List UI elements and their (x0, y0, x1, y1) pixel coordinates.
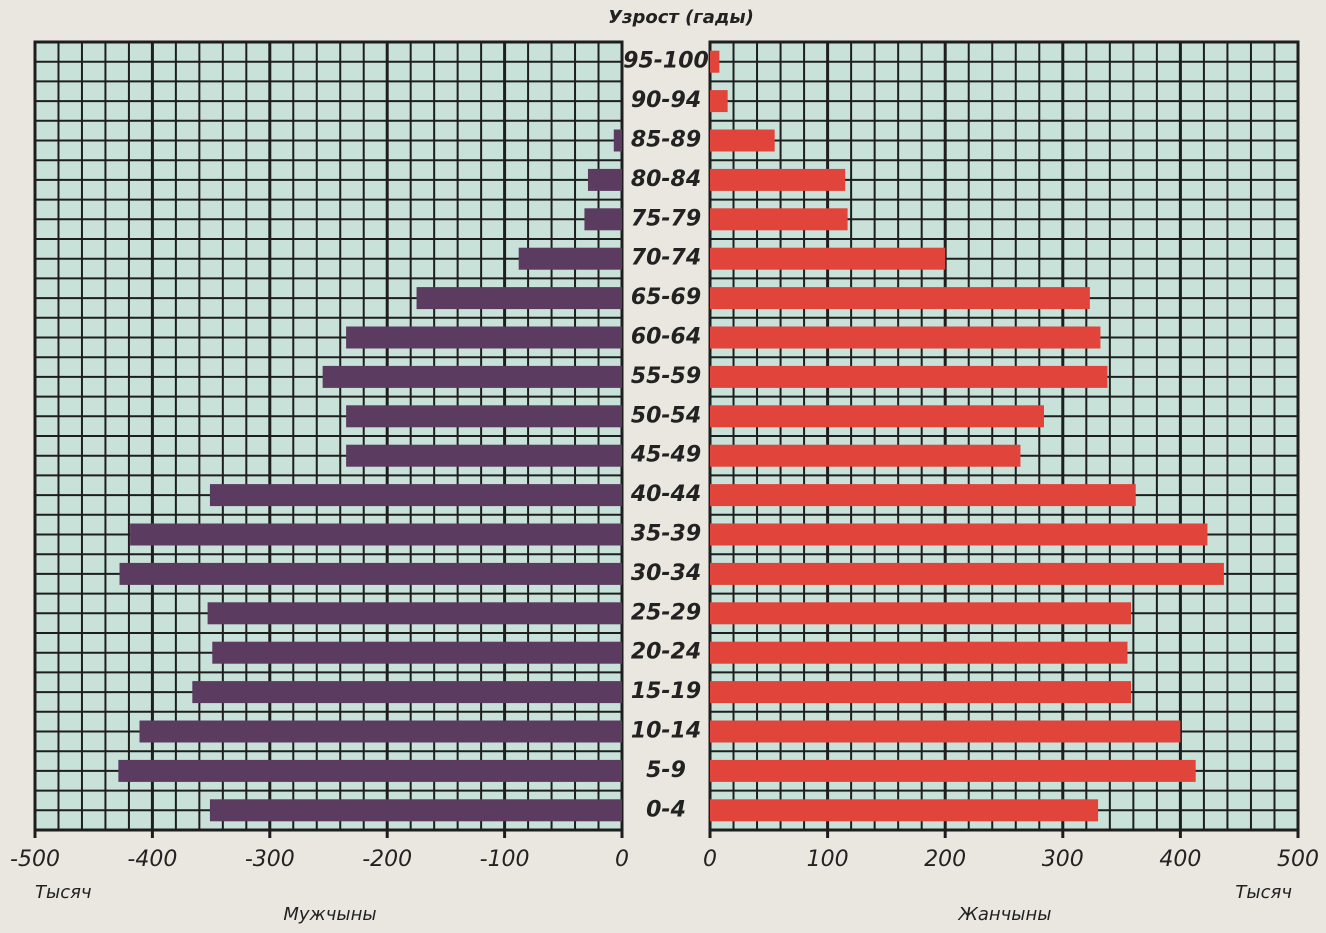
bar (710, 208, 848, 231)
bar (710, 326, 1101, 349)
bar (346, 405, 622, 428)
x-axis-title: Жанчыны (957, 904, 1051, 925)
category-label: 40-44 (630, 482, 701, 507)
bar (710, 287, 1090, 310)
plot-border (708, 40, 1300, 832)
bar (710, 562, 1224, 585)
category-label: 45-49 (630, 443, 701, 468)
bar (584, 208, 622, 231)
bar (209, 484, 622, 507)
category-label: 25-29 (631, 600, 701, 625)
category-label: 55-59 (631, 364, 701, 389)
x-unit: Тысяч (35, 882, 92, 903)
category-label: 50-54 (631, 403, 701, 428)
bar (710, 405, 1044, 428)
category-label: 15-19 (631, 679, 701, 704)
category-label: 0-4 (646, 797, 686, 822)
bar (710, 799, 1099, 822)
bar (119, 562, 622, 585)
bar (192, 681, 623, 704)
bar (710, 759, 1196, 782)
bar (710, 641, 1128, 664)
y-axis-title: Узрост (гады) (608, 7, 754, 28)
category-label: 95-100 (623, 49, 709, 74)
bar (139, 720, 622, 743)
x-tick-label: -400 (127, 847, 177, 872)
category-label: 85-89 (631, 128, 701, 153)
bar (346, 444, 622, 467)
category-label: 20-24 (631, 640, 701, 665)
category-label: 60-64 (631, 325, 701, 350)
category-label: 65-69 (631, 285, 701, 310)
bar (710, 523, 1208, 546)
bar (212, 641, 623, 664)
bar (118, 759, 622, 782)
bar (710, 90, 728, 113)
bar (130, 523, 622, 546)
x-tick-label: 100 (807, 847, 849, 872)
bar (710, 720, 1181, 743)
bar (416, 287, 622, 310)
plot-border (33, 40, 624, 832)
category-label: 5-9 (646, 758, 686, 783)
x-tick-label: -500 (10, 847, 60, 872)
x-tick-label: -300 (245, 847, 295, 872)
bar (207, 602, 622, 625)
x-unit: Тысяч (1235, 882, 1292, 903)
category-label: 70-74 (631, 246, 701, 271)
x-tick-label: 200 (924, 847, 966, 872)
x-tick-label: 300 (1042, 847, 1084, 872)
bar (346, 326, 622, 349)
bar (710, 129, 775, 152)
bar (710, 247, 946, 270)
x-tick-label: -200 (362, 847, 412, 872)
x-tick-label: 0 (703, 847, 717, 872)
bar (710, 484, 1136, 507)
category-label: 80-84 (631, 167, 701, 192)
bar (710, 50, 720, 73)
bar (710, 444, 1021, 467)
bar (613, 129, 622, 152)
bar (518, 247, 622, 270)
x-tick-label: 0 (615, 847, 629, 872)
bar (710, 168, 846, 191)
bar (710, 602, 1132, 625)
x-tick-label: 500 (1277, 847, 1319, 872)
x-axis-title: Мужчыны (283, 904, 376, 925)
x-tick-label: -100 (480, 847, 530, 872)
bar (587, 168, 622, 191)
category-label: 10-14 (631, 719, 701, 744)
category-label: 75-79 (631, 206, 701, 231)
x-tick-label: 400 (1159, 847, 1201, 872)
category-label: 35-39 (631, 522, 701, 547)
bar (710, 681, 1132, 704)
bar (322, 365, 622, 388)
bar (209, 799, 622, 822)
bar (710, 365, 1108, 388)
category-label: 30-34 (631, 561, 701, 586)
category-label: 90-94 (631, 88, 701, 113)
